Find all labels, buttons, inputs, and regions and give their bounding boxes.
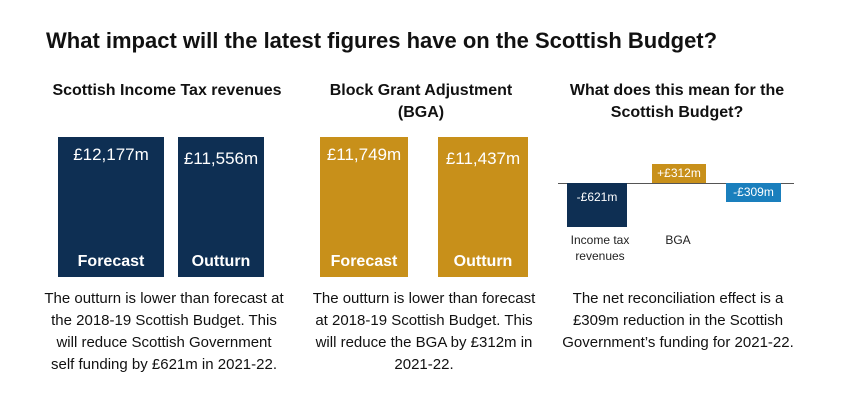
income-tax-change-value: -£621m	[576, 190, 618, 204]
bga-forecast-value: £11,749m	[326, 145, 402, 164]
income-tax-change-bar: -£621m	[567, 183, 627, 227]
bga-outturn-value: £11,437m	[445, 149, 521, 168]
bga-outturn-label: Outturn	[453, 253, 513, 270]
income-tax-outturn-label: Outturn	[191, 253, 251, 270]
zero-axis-line	[558, 183, 794, 184]
income-tax-panel-title: Scottish Income Tax revenues	[52, 82, 282, 99]
net-change-value: -£309m	[733, 185, 774, 199]
bga-change-bar: +£312m	[652, 164, 706, 183]
income-tax-forecast-value: £12,177m	[73, 145, 149, 164]
impact-description: The net reconciliation effect is a £309m…	[562, 290, 794, 351]
bga-outturn-bar: £11,437m Outturn	[438, 137, 528, 277]
bga-forecast-label: Forecast	[330, 253, 398, 270]
bga-panel-title: Block Grant Adjustment (BGA)	[329, 82, 513, 121]
bga-forecast-bar: £11,749m Forecast	[320, 137, 408, 277]
income-tax-description: The outturn is lower than forecast at th…	[44, 290, 284, 373]
impact-panel-title: What does this mean for the Scottish Bud…	[569, 82, 785, 121]
page-title: What impact will the latest figures have…	[46, 28, 718, 53]
income-tax-forecast-label: Forecast	[77, 253, 145, 270]
bga-change-label: BGA	[665, 233, 691, 247]
income-tax-outturn-value: £11,556m	[183, 149, 259, 168]
net-change-bar: -£309m	[726, 183, 781, 202]
income-tax-forecast-bar: £12,177m Forecast	[58, 137, 164, 277]
bga-description: The outturn is lower than forecast at 20…	[312, 290, 536, 373]
bga-change-value: +£312m	[657, 166, 701, 180]
income-tax-outturn-bar: £11,556m Outturn	[178, 137, 264, 277]
income-tax-change-label: Income tax revenues	[570, 233, 630, 263]
